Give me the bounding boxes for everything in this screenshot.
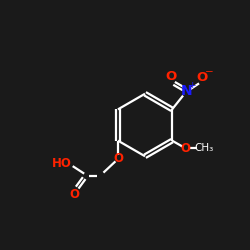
Text: O: O: [180, 142, 190, 154]
Text: −: −: [205, 67, 214, 78]
Text: O: O: [196, 72, 208, 85]
Text: O: O: [113, 152, 123, 164]
Text: +: +: [188, 80, 196, 90]
Text: HO: HO: [52, 156, 72, 170]
Text: O: O: [69, 188, 79, 201]
Text: CH₃: CH₃: [195, 143, 214, 153]
Text: N: N: [181, 84, 192, 98]
Text: O: O: [166, 70, 177, 83]
